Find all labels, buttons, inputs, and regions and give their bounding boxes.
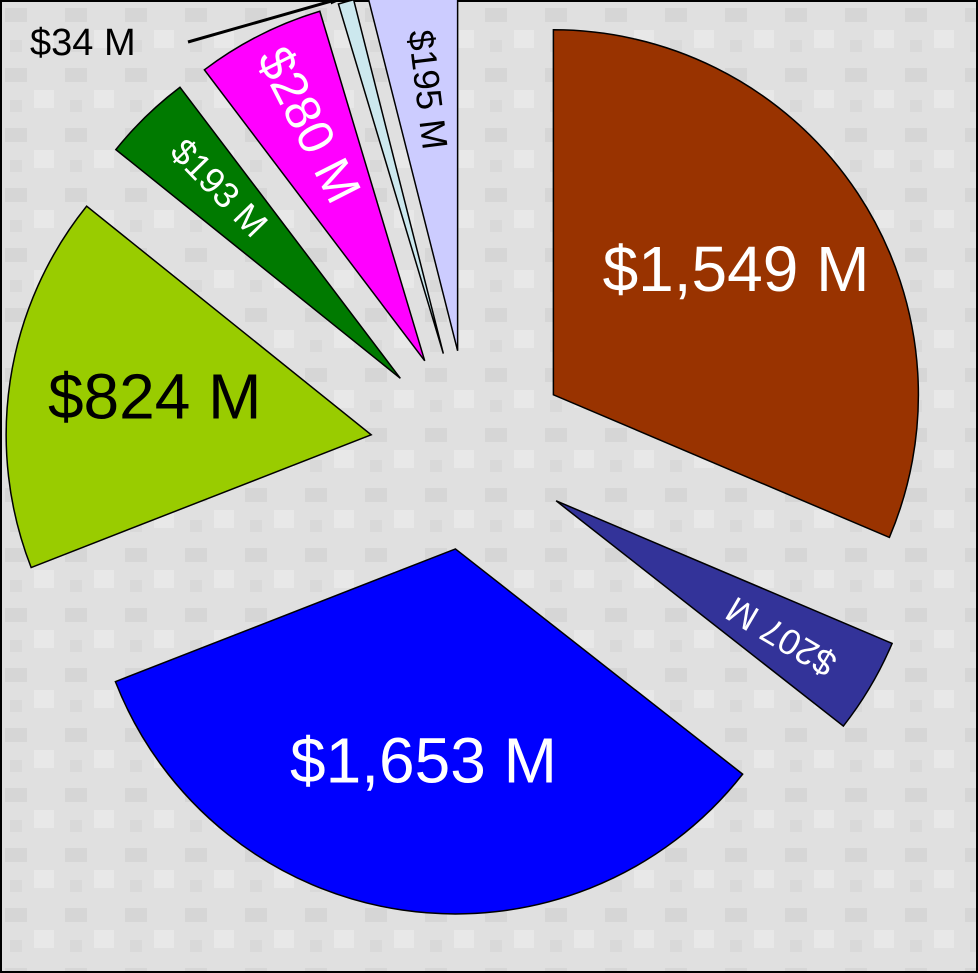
leader-arrow [330,0,342,5]
value-label: $824 M [48,360,261,432]
value-label: $34 M [30,22,136,64]
pie-slice [203,10,426,362]
pie-slice [367,0,459,351]
leader-line [187,0,341,44]
pie-slice [337,0,445,354]
pie-slice [5,205,373,569]
value-label: $1,549 M [603,233,870,305]
pie-slice [555,500,894,728]
value-label: $1,653 M [290,724,557,796]
pie-slice [552,29,920,539]
pie-slice [114,86,401,379]
pie-slice [114,548,744,915]
